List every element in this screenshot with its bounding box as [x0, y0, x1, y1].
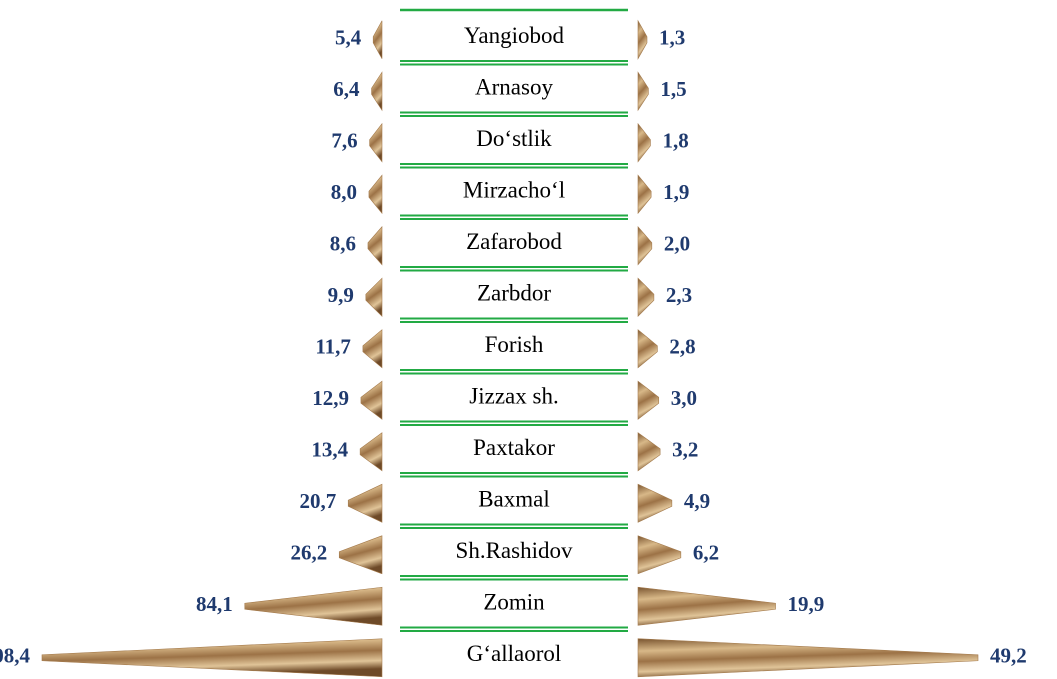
category-label: Baxmal: [478, 487, 550, 512]
wedge: [41, 638, 383, 678]
wedge: [637, 535, 682, 575]
wedge: [637, 174, 652, 215]
wedge: [637, 586, 776, 626]
category-label: G‘allaorol: [467, 641, 562, 666]
value-label: 8,0: [331, 180, 357, 204]
value-label: 2,3: [666, 283, 692, 307]
value-label: 19,9: [788, 592, 825, 616]
value-label: 2,8: [669, 335, 695, 359]
category-label: Jizzax sh.: [469, 384, 558, 409]
wedge: [637, 277, 655, 317]
wedge: [637, 19, 648, 60]
value-label: 3,2: [672, 438, 698, 462]
category-label: Zafarobod: [466, 229, 562, 254]
value-label: 9,9: [328, 283, 354, 307]
wedge: [368, 174, 383, 215]
value-label: 13,4: [311, 438, 348, 462]
value-label: 5,4: [335, 26, 362, 50]
wedge: [365, 277, 383, 317]
value-label: 84,1: [196, 592, 233, 616]
wedge: [338, 535, 383, 575]
value-label: 3,0: [671, 386, 697, 410]
value-label: 49,2: [990, 644, 1027, 668]
wedge: [637, 380, 660, 420]
category-label: Arnasoy: [475, 75, 553, 100]
value-label: 26,2: [291, 541, 328, 565]
value-label: 11,7: [315, 335, 351, 359]
value-label: 6,4: [333, 77, 360, 101]
value-label: 208,4: [0, 644, 31, 668]
value-label: 7,6: [331, 129, 357, 153]
value-label: 1,8: [662, 129, 688, 153]
category-label: Zomin: [483, 590, 545, 615]
category-label: Sh.Rashidov: [456, 538, 573, 563]
value-label: 1,9: [663, 180, 689, 204]
wedge: [637, 225, 653, 266]
value-label: 20,7: [299, 489, 336, 513]
category-label: Yangiobod: [464, 23, 564, 48]
wedge: [637, 638, 979, 678]
wedge: [369, 122, 383, 163]
category-label: Forish: [485, 332, 544, 357]
value-label: 6,2: [693, 541, 719, 565]
value-label: 8,6: [330, 232, 356, 256]
wedge: [367, 225, 383, 266]
value-label: 2,0: [664, 232, 690, 256]
wedge: [362, 329, 383, 369]
wedge: [244, 586, 383, 626]
wedge: [637, 122, 651, 163]
wedge: [360, 380, 383, 420]
category-label: Mirzacho‘l: [463, 178, 565, 203]
wedge: [371, 71, 383, 112]
category-label: Zarbdor: [477, 281, 551, 306]
value-label: 4,9: [684, 489, 710, 513]
wedge: [359, 432, 383, 472]
value-label: 1,3: [659, 26, 685, 50]
wedge: [637, 483, 673, 523]
value-label: 12,9: [312, 386, 349, 410]
value-label: 1,5: [660, 77, 686, 101]
wedge: [637, 432, 661, 472]
wedge: [637, 329, 658, 369]
category-label: Paxtakor: [473, 435, 555, 460]
category-label: Do‘stlik: [476, 126, 552, 151]
wedge: [372, 20, 383, 59]
wedge: [347, 483, 383, 523]
wedge: [637, 71, 649, 112]
